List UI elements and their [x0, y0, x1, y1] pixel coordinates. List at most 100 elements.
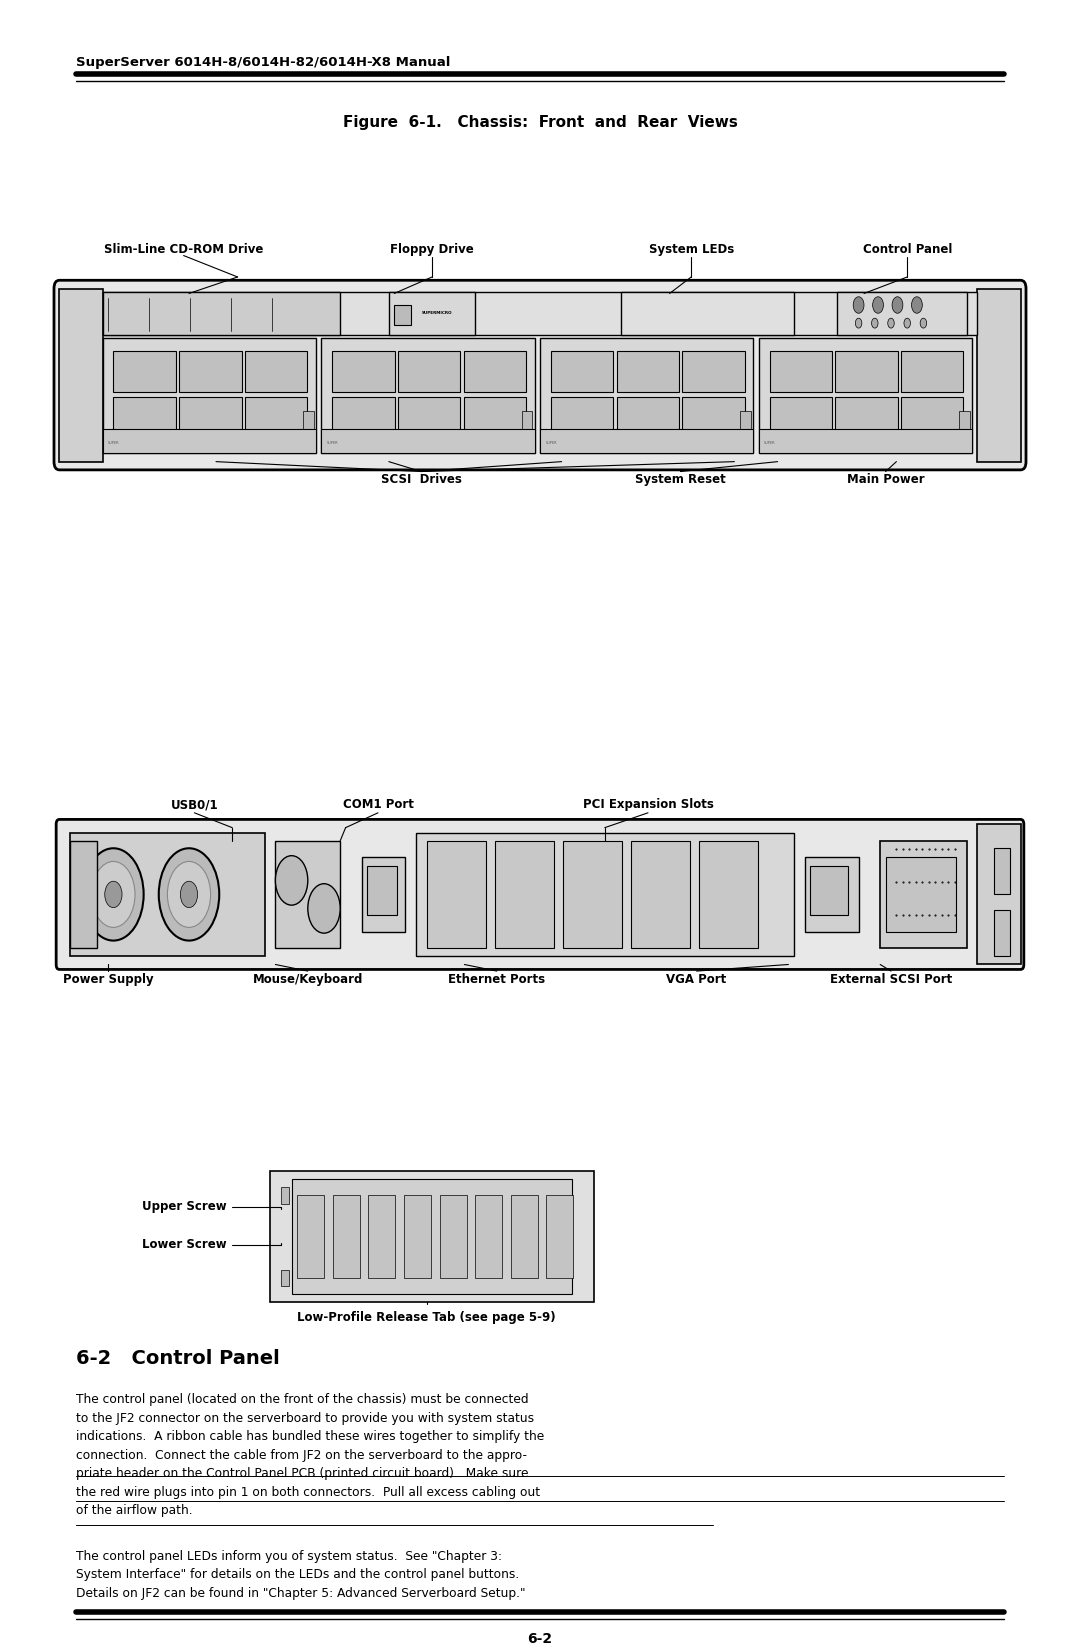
Circle shape — [904, 318, 910, 328]
Bar — [563, 842, 622, 949]
Bar — [103, 292, 977, 335]
Text: SUPER: SUPER — [545, 441, 557, 444]
Text: External SCSI Port: External SCSI Port — [829, 974, 953, 985]
Circle shape — [872, 318, 878, 328]
Bar — [522, 411, 532, 441]
Text: Figure  6-1.   Chassis:  Front  and  Rear  Views: Figure 6-1. Chassis: Front and Rear View… — [342, 116, 738, 130]
Text: Power Supply: Power Supply — [63, 974, 153, 985]
Circle shape — [892, 297, 903, 314]
Circle shape — [159, 848, 219, 940]
Bar — [631, 842, 690, 949]
Bar — [837, 292, 967, 335]
Bar — [103, 429, 315, 454]
Bar — [835, 351, 897, 391]
Bar — [270, 1170, 594, 1302]
Bar — [427, 842, 486, 949]
Bar — [70, 842, 97, 949]
Text: PCI Expansion Slots: PCI Expansion Slots — [582, 799, 714, 812]
Bar — [394, 305, 411, 325]
Bar — [994, 909, 1010, 957]
Circle shape — [855, 318, 862, 328]
Circle shape — [167, 861, 211, 927]
Circle shape — [308, 884, 340, 934]
Circle shape — [275, 856, 308, 906]
Circle shape — [873, 297, 883, 314]
FancyBboxPatch shape — [56, 820, 1024, 970]
Bar — [617, 351, 679, 391]
Bar — [404, 1195, 431, 1277]
FancyBboxPatch shape — [54, 280, 1026, 470]
Circle shape — [105, 881, 122, 908]
Text: SUPER: SUPER — [326, 441, 338, 444]
Bar — [397, 396, 460, 437]
Text: Lower Screw: Lower Screw — [143, 1238, 227, 1251]
Bar — [281, 1269, 289, 1285]
Bar — [769, 396, 832, 437]
Text: SuperServer 6014H-8/6014H-82/6014H-X8 Manual: SuperServer 6014H-8/6014H-82/6014H-X8 Ma… — [76, 56, 450, 69]
Bar — [835, 396, 897, 437]
Bar — [901, 351, 963, 391]
Circle shape — [180, 881, 198, 908]
Bar — [103, 338, 315, 454]
Circle shape — [888, 318, 894, 328]
Text: SUPER: SUPER — [765, 441, 775, 444]
Text: SUPERMICRO: SUPERMICRO — [422, 312, 453, 315]
Text: 6-2: 6-2 — [527, 1632, 553, 1647]
Text: 6-2   Control Panel: 6-2 Control Panel — [76, 1348, 280, 1368]
Bar — [699, 842, 758, 949]
Circle shape — [853, 297, 864, 314]
Bar — [416, 833, 794, 957]
Bar — [901, 396, 963, 437]
Bar — [886, 858, 956, 932]
Text: SCSI  Drives: SCSI Drives — [381, 474, 461, 487]
Bar — [113, 396, 176, 437]
Bar — [741, 411, 752, 441]
Bar — [292, 1178, 572, 1294]
Text: System LEDs: System LEDs — [649, 243, 733, 256]
Bar — [281, 1186, 289, 1203]
Text: VGA Port: VGA Port — [666, 974, 727, 985]
Bar — [769, 351, 832, 391]
Bar — [463, 396, 526, 437]
Bar — [302, 411, 313, 441]
Text: Control Panel: Control Panel — [863, 243, 951, 256]
Text: Mouse/Keyboard: Mouse/Keyboard — [253, 974, 363, 985]
Bar — [977, 289, 1021, 462]
Bar — [551, 351, 613, 391]
Bar — [367, 866, 397, 916]
Bar — [362, 858, 405, 932]
Circle shape — [912, 297, 922, 314]
Bar — [245, 351, 307, 391]
Bar — [617, 396, 679, 437]
Bar — [683, 351, 745, 391]
Bar — [179, 396, 242, 437]
Bar — [540, 338, 754, 454]
Bar — [397, 351, 460, 391]
Text: Slim-Line CD-ROM Drive: Slim-Line CD-ROM Drive — [104, 243, 264, 256]
Bar — [59, 289, 1021, 462]
Bar — [333, 351, 394, 391]
Bar — [113, 351, 176, 391]
Bar — [511, 1195, 538, 1277]
Text: Low-Profile Release Tab (see page 5-9): Low-Profile Release Tab (see page 5-9) — [297, 1310, 556, 1323]
Bar — [368, 1195, 395, 1277]
Bar — [245, 396, 307, 437]
Text: The control panel LEDs inform you of system status.  See "Chapter 3:
System Inte: The control panel LEDs inform you of sys… — [76, 1549, 525, 1600]
Bar — [322, 429, 535, 454]
Bar — [333, 1195, 360, 1277]
Bar — [977, 825, 1021, 965]
Bar — [297, 1195, 324, 1277]
Bar — [322, 338, 535, 454]
Bar — [805, 858, 859, 932]
Bar — [475, 1195, 502, 1277]
Bar — [179, 351, 242, 391]
Bar — [389, 292, 475, 335]
Circle shape — [83, 848, 144, 940]
Bar — [333, 396, 394, 437]
Bar — [551, 396, 613, 437]
Bar — [880, 842, 967, 949]
Bar — [759, 429, 972, 454]
Bar — [759, 338, 972, 454]
Bar — [546, 1195, 573, 1277]
Text: The control panel (located on the front of the chassis) must be connected
to the: The control panel (located on the front … — [76, 1393, 544, 1516]
